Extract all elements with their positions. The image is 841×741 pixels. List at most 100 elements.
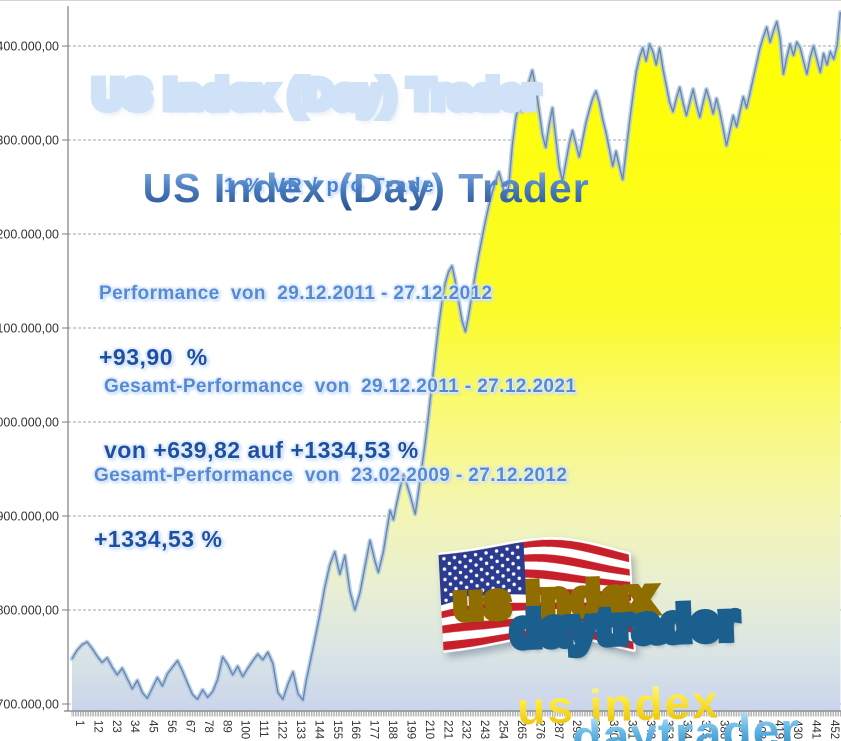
flag-star xyxy=(490,565,494,570)
flag-star xyxy=(459,591,464,595)
flag-star xyxy=(494,549,499,553)
x-tick-label: 331 xyxy=(625,720,637,739)
flag-star xyxy=(516,566,521,570)
flag-star xyxy=(511,561,515,566)
x-tick-label: 364 xyxy=(681,720,693,740)
x-tick-label: 353 xyxy=(662,720,674,739)
flag-star xyxy=(484,561,489,566)
x-tick-label: 144 xyxy=(312,720,324,740)
flag-star xyxy=(448,572,452,576)
x-tick-label: 12 xyxy=(91,720,103,733)
x-tick-label: 342 xyxy=(644,720,656,739)
x-tick-label: 188 xyxy=(386,720,398,739)
flag-star xyxy=(484,551,488,555)
flag-star xyxy=(473,552,478,557)
flag-star xyxy=(470,590,474,594)
flag-star xyxy=(475,584,479,588)
x-tick-label: 254 xyxy=(497,720,509,740)
flag-star xyxy=(496,580,500,584)
flag-star xyxy=(489,555,494,559)
x-tick-label: 122 xyxy=(276,720,288,739)
x-tick-label: 375 xyxy=(699,720,711,739)
line-core xyxy=(71,12,841,701)
flag-star xyxy=(516,555,520,560)
x-tick-label: 408 xyxy=(754,720,766,739)
x-tick-label: 386 xyxy=(718,720,730,739)
x-tick-label: 177 xyxy=(368,720,380,739)
flag-star xyxy=(501,574,505,578)
annotation-performance-2012: Performance von 29.12.2011 - 27.12.2012 … xyxy=(99,247,492,407)
flag-star xyxy=(465,596,469,600)
x-tick-label: 298 xyxy=(570,720,582,739)
flag-star xyxy=(510,551,515,555)
flag-star xyxy=(485,582,490,586)
flag-star xyxy=(505,557,510,562)
x-tick-label: 441 xyxy=(810,720,822,739)
flag-star xyxy=(517,576,521,580)
flag-star xyxy=(464,575,468,579)
flag-stripe-white xyxy=(441,608,633,626)
x-tick-label: 452 xyxy=(828,720,840,739)
y-tick-label: 1.100.000,00 xyxy=(0,322,59,336)
flag-star xyxy=(459,581,463,585)
flag-star xyxy=(474,573,479,578)
x-tick-label: 276 xyxy=(533,720,545,739)
x-tick-label: 89 xyxy=(220,720,232,733)
y-tick-label: 700.000,00 xyxy=(0,698,59,712)
flag-star xyxy=(463,554,467,558)
x-tick-label: 397 xyxy=(736,720,748,739)
flag-star xyxy=(469,579,474,584)
flag-star xyxy=(501,584,506,589)
x-tick-label: 221 xyxy=(441,720,453,739)
flag-star xyxy=(453,566,457,570)
x-tick-label: 56 xyxy=(165,720,177,733)
flag-stripe-red xyxy=(438,539,630,564)
flag-star xyxy=(515,545,520,549)
x-tick-comb xyxy=(71,711,841,717)
flag-star xyxy=(463,564,468,569)
logo-text-fill: daytrader xyxy=(571,704,800,741)
flag-canton xyxy=(438,542,527,606)
y-tick-label: 1.200.000,00 xyxy=(0,228,59,242)
flag-stripe-red xyxy=(439,554,630,580)
annotation-label: Gesamt-Performance von 29.12.2011 - 27.1… xyxy=(104,376,577,397)
flag-stripe-red xyxy=(442,614,633,634)
x-tick-label: 243 xyxy=(478,720,490,739)
flag-star xyxy=(468,558,473,563)
x-tick-label: 265 xyxy=(515,720,527,739)
flag-star xyxy=(469,569,473,573)
flag-star xyxy=(491,586,495,591)
us-flag-icon xyxy=(437,537,637,653)
us-flag-logo xyxy=(437,529,637,671)
flag-stripe-white xyxy=(438,546,630,572)
x-tick-label: 100 xyxy=(239,720,251,739)
y-axis-labels: 1.400.000,00 1.300.000,00 1.200.000,00 1.10… xyxy=(0,40,59,712)
x-tick-label: 34 xyxy=(128,720,140,733)
flag-stripe-white xyxy=(441,594,632,612)
flag-star xyxy=(479,557,483,561)
annotation-label: Gesamt-Performance von 23.02.2009 - 27.1… xyxy=(94,465,568,486)
x-axis-labels: 1 12 23 34 45 56 67 78 89 100 111 122 133 144 155 166 17… xyxy=(73,720,840,740)
flag-star xyxy=(512,582,516,587)
flag-star xyxy=(447,561,452,566)
x-tick-label: 232 xyxy=(460,720,472,739)
flag-star xyxy=(507,588,511,593)
x-tick-label: 320 xyxy=(607,720,619,739)
flag-star xyxy=(448,582,453,586)
flag-star xyxy=(500,553,504,557)
x-tick-label: 155 xyxy=(331,720,343,739)
equity-line xyxy=(69,9,841,703)
flag-star xyxy=(449,592,453,597)
x-tick-label: 166 xyxy=(349,720,361,739)
annotation-gesamt-performance-2021: Gesamt-Performance von 29.12.2011 - 27.1… xyxy=(104,340,576,500)
flag-star xyxy=(486,592,490,597)
flag-star xyxy=(511,572,516,576)
flag-star xyxy=(454,597,459,601)
flag-star xyxy=(495,570,500,574)
x-tick-label: 287 xyxy=(552,720,564,739)
area-polygon xyxy=(72,12,841,711)
area-fill xyxy=(72,12,841,711)
x-tick-label: 1 xyxy=(73,720,85,726)
page-title: US Index (Day) Trader US Index (Day) Tra… xyxy=(88,67,590,259)
